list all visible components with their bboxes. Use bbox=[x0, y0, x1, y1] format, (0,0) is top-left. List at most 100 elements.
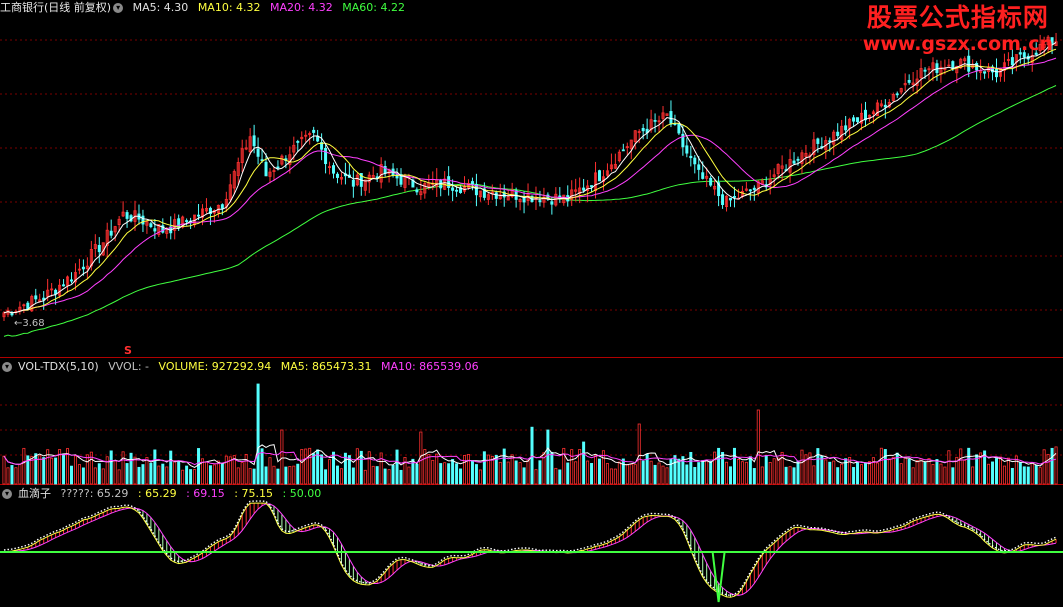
volume-bar bbox=[867, 461, 871, 485]
volume-bar bbox=[268, 457, 272, 485]
volume-bar bbox=[343, 452, 347, 485]
candle-body bbox=[18, 306, 22, 311]
volume-bar bbox=[73, 455, 77, 485]
candle-body bbox=[812, 139, 816, 155]
volume-bar bbox=[776, 457, 780, 485]
volume-bar bbox=[125, 463, 129, 485]
volume-bar bbox=[58, 449, 62, 485]
volume-bar bbox=[566, 462, 570, 485]
chevron-down-icon[interactable]: ▾ bbox=[113, 3, 124, 13]
volume-bar bbox=[1046, 454, 1050, 485]
candle-body bbox=[232, 171, 236, 189]
candle-body bbox=[81, 266, 85, 270]
volume-bar bbox=[193, 469, 197, 485]
candle-body bbox=[725, 195, 729, 207]
watermark-url: www.gszx.com.cn bbox=[862, 33, 1053, 55]
volume-bar bbox=[439, 463, 443, 485]
candle-body bbox=[538, 200, 542, 203]
candle-body bbox=[482, 188, 486, 198]
volume-bar bbox=[752, 468, 756, 485]
volume-bar bbox=[490, 455, 494, 485]
volume-bar bbox=[69, 465, 73, 485]
candle-body bbox=[590, 185, 594, 188]
volume-bar bbox=[181, 469, 185, 485]
candle-body bbox=[387, 168, 391, 174]
volume-bar bbox=[995, 458, 999, 485]
volume-bar bbox=[1018, 462, 1022, 485]
candle-body bbox=[772, 174, 776, 177]
volume-bar bbox=[518, 462, 522, 485]
candle-body bbox=[768, 178, 772, 186]
volume-bar bbox=[991, 461, 995, 485]
volume-bar bbox=[427, 454, 431, 485]
candle-body bbox=[796, 158, 800, 161]
volume-bar bbox=[903, 456, 907, 485]
volume-bar bbox=[852, 467, 856, 485]
volume-bar bbox=[212, 464, 216, 485]
chevron-down-icon[interactable]: ▾ bbox=[2, 362, 12, 372]
volume-bar bbox=[808, 452, 812, 485]
candle-body bbox=[574, 189, 578, 192]
volume-bar bbox=[355, 448, 359, 485]
candle-body bbox=[800, 152, 804, 164]
candle-body bbox=[701, 172, 705, 179]
candle-body bbox=[22, 304, 26, 307]
candle-body bbox=[601, 176, 605, 182]
candle-body bbox=[875, 102, 879, 117]
watermark: 股票公式指标网 www.gszx.com.cn bbox=[863, 3, 1053, 55]
volume-bar bbox=[717, 447, 721, 485]
stock-title[interactable]: 工商银行(日线 前复权) bbox=[0, 1, 112, 14]
candle-body bbox=[197, 214, 201, 217]
volume-bar bbox=[256, 383, 260, 485]
volume-bar bbox=[725, 461, 729, 485]
candle-body bbox=[30, 296, 34, 312]
candle-body bbox=[181, 216, 185, 228]
volume-indicator-name[interactable]: VOL-TDX(5,10) bbox=[18, 360, 99, 373]
volume-bar bbox=[109, 450, 113, 485]
volume-bar bbox=[494, 454, 498, 485]
chevron-down-icon[interactable]: ▾ bbox=[2, 489, 12, 499]
volume-bar bbox=[335, 465, 339, 485]
indicator-dotted-line bbox=[3, 500, 1057, 597]
volume-bar bbox=[228, 456, 232, 485]
candle-body bbox=[653, 120, 657, 122]
candle-body bbox=[863, 109, 867, 121]
volume-bar bbox=[443, 462, 447, 485]
ma10-label: MA10: 4.32 bbox=[197, 1, 261, 14]
candle-body bbox=[351, 179, 355, 187]
volume-bar bbox=[653, 464, 657, 485]
volume-bar bbox=[1034, 464, 1038, 485]
volume-bar bbox=[792, 467, 796, 485]
candle-body bbox=[395, 174, 399, 179]
volume-bar bbox=[856, 461, 860, 485]
ma5-line bbox=[3, 41, 1057, 314]
volume-bar bbox=[1054, 446, 1058, 485]
volume-bar bbox=[379, 452, 383, 485]
candle-body bbox=[324, 147, 328, 165]
volume-bar bbox=[169, 450, 173, 485]
candle-body bbox=[77, 268, 81, 271]
volume-bar bbox=[812, 465, 816, 485]
volume-bar bbox=[145, 457, 149, 485]
candle-body bbox=[836, 131, 840, 137]
candle-body bbox=[899, 88, 903, 93]
indicator-name[interactable]: 血滴子 bbox=[18, 487, 51, 500]
volume-bar bbox=[629, 463, 633, 485]
candle-body bbox=[542, 196, 546, 203]
candle-body bbox=[752, 187, 756, 191]
volume-bar bbox=[637, 423, 641, 485]
volume-bar bbox=[482, 451, 486, 485]
candle-body bbox=[248, 136, 252, 153]
volume-bar bbox=[260, 448, 264, 485]
volume-bar bbox=[391, 464, 395, 485]
candle-body bbox=[109, 230, 113, 236]
candle-body bbox=[2, 312, 6, 318]
candle-body bbox=[685, 145, 689, 154]
volume-bar bbox=[832, 460, 836, 485]
volume-bar bbox=[141, 464, 145, 485]
candle-body bbox=[34, 295, 38, 300]
ma5-label: MA5: 4.30 bbox=[132, 1, 189, 14]
volume-bar bbox=[1014, 455, 1018, 485]
volume-bar bbox=[272, 465, 276, 485]
candle-body bbox=[145, 221, 149, 226]
